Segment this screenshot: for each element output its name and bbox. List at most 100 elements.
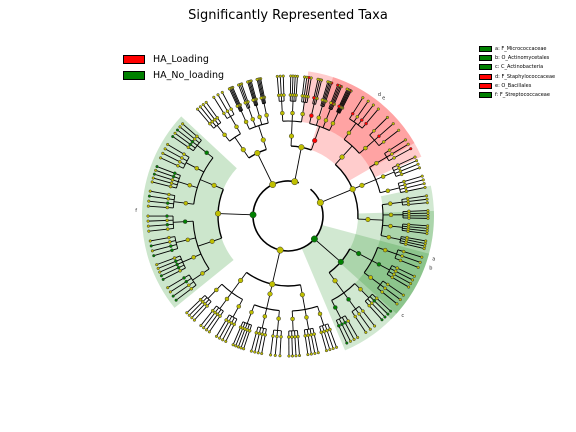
taxon-node: [349, 186, 356, 193]
branch: [235, 322, 246, 347]
branch: [160, 157, 184, 169]
taxon-node: [361, 96, 365, 100]
taxon-node: [300, 111, 305, 117]
taxon-node: [235, 104, 240, 108]
taxon-node: [306, 353, 310, 357]
taxon-node: [203, 302, 207, 306]
branch-arc: [349, 118, 363, 129]
taxon-node: [276, 93, 281, 98]
taxon-node: [187, 313, 191, 317]
branch: [336, 89, 349, 113]
branch: [402, 230, 427, 235]
branch-arc: [242, 321, 252, 326]
branch: [162, 267, 186, 280]
legend-label: a: F_Micrococcaceae: [495, 45, 547, 52]
branch-arc: [386, 265, 393, 275]
taxon-node: [195, 134, 199, 139]
taxon-node: [263, 333, 268, 337]
taxon-node: [267, 291, 273, 297]
taxon-node: [175, 128, 180, 132]
branch: [320, 81, 329, 106]
taxon-node: [150, 249, 154, 253]
branch: [256, 79, 264, 104]
taxon-node: [239, 346, 243, 350]
branch-arc: [369, 134, 380, 146]
branch: [355, 308, 371, 330]
branch: [401, 236, 426, 242]
taxon-node: [170, 178, 175, 182]
taxon-node: [376, 107, 380, 111]
taxon-node: [229, 321, 234, 325]
branch: [150, 190, 175, 197]
branch-arc: [319, 323, 329, 328]
branch-arc: [309, 122, 330, 132]
taxon-node: [376, 262, 382, 267]
branch: [179, 126, 200, 144]
taxon-node: [181, 122, 185, 126]
branch: [294, 330, 297, 356]
taxon-node: [186, 145, 191, 150]
branch: [374, 123, 394, 141]
taxon-node: [276, 316, 281, 321]
taxon-node: [269, 181, 277, 188]
branch: [203, 307, 220, 328]
branch-arc: [391, 167, 397, 177]
taxon-node: [413, 155, 417, 159]
clade-highlight-d: [301, 71, 422, 178]
taxon-node: [290, 110, 295, 116]
branch: [351, 311, 367, 333]
taxon-node: [360, 118, 364, 122]
legend-swatch: [479, 73, 492, 80]
taxon-node: [426, 224, 430, 228]
taxon-node: [421, 178, 425, 182]
taxon-node: [238, 277, 244, 283]
branch: [148, 205, 174, 209]
taxon-node: [426, 214, 430, 218]
taxon-node: [398, 169, 403, 173]
taxon-node: [200, 271, 205, 276]
taxon-node: [423, 244, 427, 248]
branch: [206, 309, 222, 331]
taxon-node: [337, 324, 341, 328]
taxon-node: [361, 309, 365, 313]
taxon-node: [218, 314, 222, 318]
taxon-node: [293, 335, 297, 339]
taxon-node: [189, 287, 194, 291]
branch-arc: [257, 326, 267, 330]
taxon-node: [234, 344, 238, 348]
branch-arc: [252, 180, 324, 252]
taxon-node: [222, 111, 226, 116]
taxon-node: [152, 254, 156, 258]
branch: [341, 317, 355, 340]
taxon-node: [383, 286, 387, 291]
taxon-node: [192, 137, 197, 141]
taxon-node: [322, 329, 326, 334]
taxon-node: [418, 260, 422, 264]
taxon-node: [168, 184, 173, 189]
branch: [372, 293, 391, 312]
taxon-node: [309, 352, 313, 356]
taxon-node: [255, 77, 259, 82]
taxon-node: [380, 318, 384, 322]
taxon-node: [380, 290, 384, 294]
branch: [322, 82, 331, 107]
clade-legend-item: f: F_Streptococcaceae: [479, 90, 555, 99]
branch: [151, 240, 176, 247]
taxon-node: [215, 312, 220, 317]
taxon-node: [253, 350, 257, 354]
taxon-node: [363, 145, 368, 151]
taxon-node: [289, 74, 293, 78]
taxon-node: [346, 319, 350, 323]
branch: [225, 318, 238, 342]
clade-letter-a: a: [432, 257, 435, 263]
taxon-node: [303, 334, 307, 338]
taxon-node: [174, 259, 178, 264]
taxon-node: [343, 320, 347, 325]
taxon-node: [222, 132, 227, 138]
branch: [274, 330, 278, 356]
branch: [172, 136, 194, 152]
branch: [402, 223, 428, 227]
branch-arc: [292, 305, 318, 312]
branch-arc: [213, 122, 222, 129]
branch: [338, 90, 351, 114]
